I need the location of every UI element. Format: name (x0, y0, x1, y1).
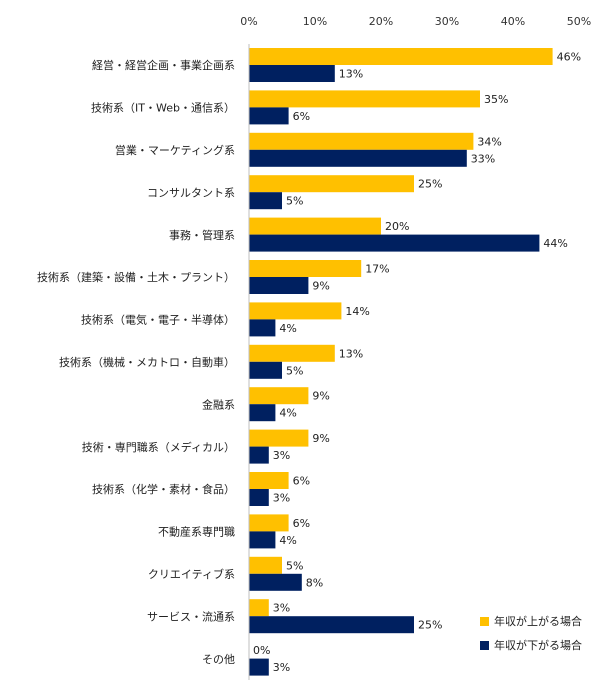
bar-salary-up (249, 48, 553, 65)
legend-swatch-salary-down (480, 641, 489, 650)
bar-salary-down (249, 149, 467, 167)
bar-salary-down (249, 446, 269, 464)
bar-salary-down (249, 277, 309, 294)
bar-salary-down (249, 361, 282, 379)
category-label: 技術系（化学・素材・食品） (92, 482, 235, 496)
legend-label-salary-down: 年収が下がる場合 (494, 638, 582, 652)
bar-salary-down (249, 658, 269, 676)
data-label: 4% (279, 322, 296, 335)
bar-salary-up (249, 514, 289, 532)
category-label: 事務・管理系 (169, 228, 235, 242)
data-label: 9% (312, 432, 329, 445)
bar-salary-up (249, 302, 342, 320)
bar-salary-down (249, 531, 276, 549)
data-label: 34% (477, 135, 501, 148)
category-label: 技術系（建築・設備・土木・プラント） (37, 270, 235, 284)
data-label: 5% (286, 195, 303, 208)
x-tick-label: 0% (240, 15, 257, 28)
bar-salary-down (249, 616, 414, 634)
category-label: 経営・経営企画・事業企画系 (92, 58, 235, 72)
data-label: 6% (293, 475, 310, 488)
data-label: 4% (279, 407, 296, 420)
bar-salary-down (249, 573, 302, 591)
legend-swatch-salary-up (480, 617, 489, 626)
data-label: 17% (365, 263, 389, 276)
category-label: 技術・専門職系（メディカル） (82, 440, 235, 454)
data-label: 3% (273, 492, 290, 505)
data-label: 46% (557, 51, 581, 64)
category-label: 営業・マーケティング系 (115, 143, 235, 157)
data-label: 6% (293, 110, 310, 123)
bar-salary-up (249, 429, 309, 447)
data-label: 8% (306, 576, 323, 589)
x-axis-ticks: 0% 10% 20% 30% 40% 50% (240, 15, 591, 28)
bar-salary-down (249, 489, 269, 506)
category-label: コンサルタント系 (147, 186, 235, 199)
data-label: 20% (385, 220, 409, 233)
data-label: 25% (418, 619, 442, 632)
data-label: 3% (273, 602, 290, 615)
data-label: 6% (293, 517, 310, 530)
data-label: 5% (286, 364, 303, 377)
data-label: 5% (286, 559, 303, 572)
data-label: 0% (253, 644, 270, 657)
category-label: クリエイティブ系 (148, 567, 235, 581)
bar-salary-up (249, 217, 381, 235)
bar-salary-up (249, 175, 414, 193)
bar-salary-up (249, 599, 269, 617)
x-tick-label: 20% (369, 15, 393, 28)
data-label: 13% (339, 347, 363, 360)
x-tick-label: 10% (303, 15, 327, 28)
bar-salary-up (249, 260, 362, 277)
category-label: 金融系 (202, 397, 235, 411)
bar-salary-down (249, 192, 282, 210)
data-label: 3% (273, 661, 290, 674)
bar-salary-up (249, 387, 309, 405)
bar-salary-down (249, 319, 276, 337)
bar-salary-down (249, 107, 289, 125)
data-label: 14% (345, 305, 369, 318)
bar-salary-down (249, 404, 276, 422)
data-label: 13% (339, 68, 363, 81)
category-label: 技術系（IT・Web・通信系） (91, 102, 235, 115)
category-label: サービス・流通系 (147, 609, 235, 623)
bar-salary-down (249, 234, 540, 252)
x-tick-label: 40% (501, 15, 525, 28)
x-tick-label: 50% (567, 15, 591, 28)
category-label: その他 (202, 653, 235, 666)
bars-group: 46% 13% 35% 6% 34% 33% 25% 5% 20% 44% 17% 9% 14% 4% 13… (249, 48, 581, 676)
data-label: 44% (543, 237, 567, 250)
data-label: 33% (471, 152, 495, 165)
data-label: 25% (418, 178, 442, 191)
category-label: 技術系（機械・メカトロ・自動車） (59, 355, 235, 369)
x-tick-label: 30% (435, 15, 459, 28)
data-label: 9% (312, 390, 329, 403)
data-label: 3% (273, 449, 290, 462)
data-label: 4% (279, 534, 296, 547)
bar-salary-up (249, 472, 289, 489)
bar-salary-up (249, 132, 474, 150)
data-label: 9% (312, 280, 329, 293)
bar-salary-up (249, 556, 282, 574)
category-label: 技術系（電気・電子・半導体） (81, 313, 235, 327)
category-label: 不動産系専門職 (158, 525, 235, 539)
data-label: 35% (484, 93, 508, 106)
legend-label-salary-up: 年収が上がる場合 (494, 614, 582, 628)
bar-salary-up (249, 344, 335, 362)
bar-salary-down (249, 65, 335, 82)
bar-salary-up (249, 90, 480, 108)
